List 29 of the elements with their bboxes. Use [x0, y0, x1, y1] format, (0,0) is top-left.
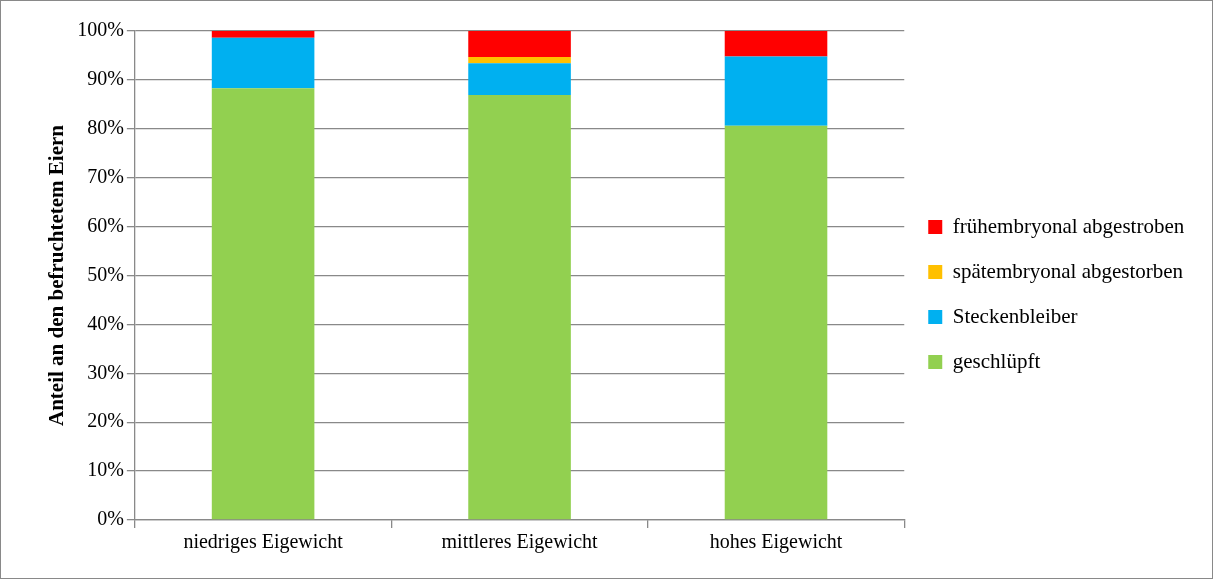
y-tick-label: 30% [87, 360, 124, 383]
legend-label: geschlüpft [952, 348, 1041, 373]
y-tick-label: 60% [87, 213, 124, 236]
y-tick-label: 20% [87, 409, 124, 432]
y-tick-label: 40% [87, 311, 124, 334]
y-tick-label: 10% [87, 458, 124, 481]
legend-label: Steckenbleiber [952, 303, 1078, 328]
y-tick-label: 90% [87, 67, 124, 90]
bar [724, 31, 828, 57]
bar [724, 56, 828, 126]
y-axis-title: Anteil an den befruchtetem Eiern [44, 124, 69, 426]
y-tick-label: 70% [87, 164, 124, 187]
x-tick-label: hohes Eigewicht [709, 530, 843, 554]
y-tick-label: 0% [97, 507, 124, 530]
x-tick-label: niedriges Eigewicht [183, 530, 344, 554]
legend-label: frühembryonal abgestroben [952, 213, 1185, 238]
bar [724, 125, 828, 520]
y-tick-label: 100% [77, 18, 124, 41]
y-tick-label: 80% [87, 116, 124, 139]
bar [211, 31, 315, 38]
bar [468, 56, 571, 64]
legend-label: spätembryonal abgestorben [952, 258, 1184, 283]
x-tick-label: mittleres Eigewicht [441, 530, 599, 554]
y-tick-label: 50% [87, 262, 124, 285]
bar [468, 95, 571, 520]
bar [211, 88, 315, 520]
bar [468, 63, 571, 96]
bar [211, 37, 315, 89]
bar [468, 31, 571, 57]
